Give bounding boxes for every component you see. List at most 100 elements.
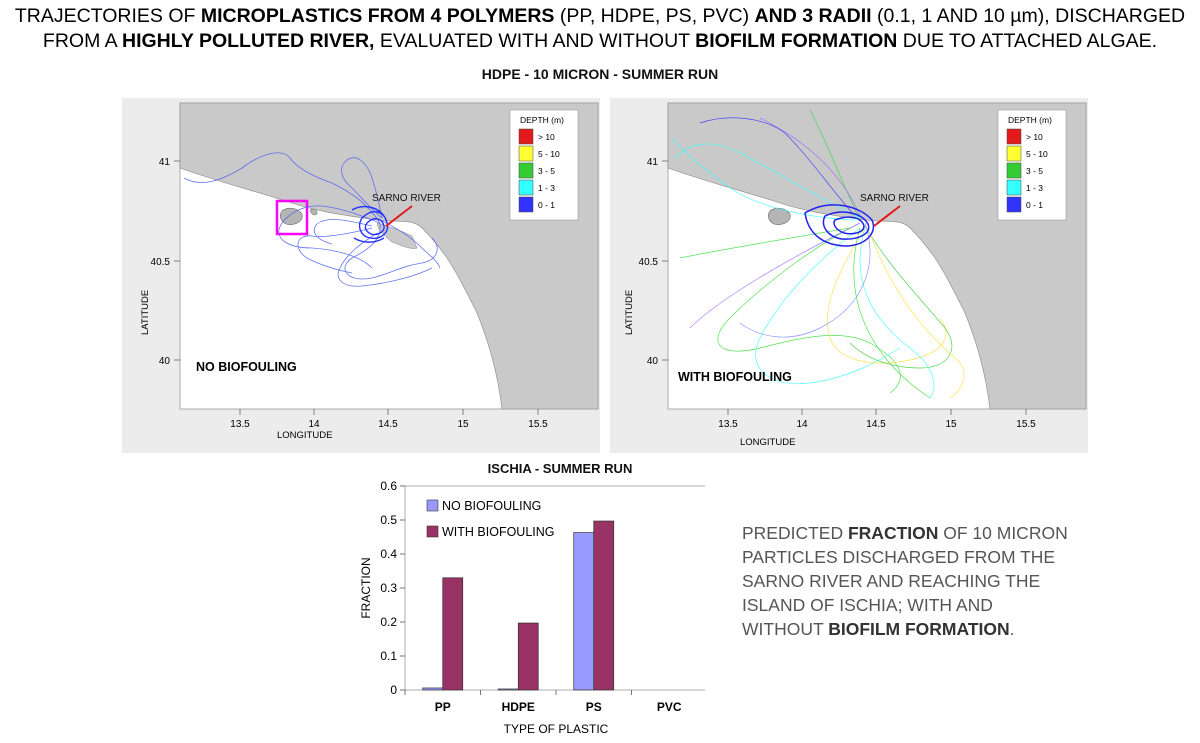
bar-no-biofouling — [497, 688, 519, 691]
x-tick-label: 15.5 — [1016, 419, 1036, 430]
bar-y-tick-label: 0.5 — [380, 513, 397, 527]
legend-label: > 10 — [1026, 132, 1043, 142]
x-tick-label: 14 — [308, 419, 320, 430]
y-axis-label: LATITUDE — [624, 290, 635, 335]
with-biofouling-label: WITH BIOFOULING — [678, 370, 792, 384]
coastline-land — [667, 102, 1087, 410]
bar-category-label: PP — [435, 700, 451, 714]
procida-island — [309, 208, 318, 216]
trajectory-dense-cluster — [804, 204, 875, 247]
map-with-biofouling-svg: SARNO RIVER DEPTH (m) > 10 5 - 10 3 - 5 1 -… — [610, 98, 1088, 453]
legend-label: 3 - 5 — [1026, 166, 1043, 176]
description-segment: . — [1009, 619, 1015, 639]
legend-label: 1 - 3 — [1026, 183, 1043, 193]
y-tick-label: 40.5 — [639, 257, 659, 268]
description-segment: OF 10 MICRON PARTICLES DISCHARGED FROM T… — [742, 523, 1068, 639]
legend-title: DEPTH (m) — [520, 115, 564, 125]
title-segment: (0.1, 1 AND 10 µm), DISCHARGED FROM A — [42, 5, 1186, 52]
legend-swatch — [518, 162, 534, 179]
x-tick-label: 14.5 — [378, 419, 398, 430]
x-axis-label: LONGITUDE — [277, 430, 332, 441]
bar-y-tick-label: 0.2 — [380, 615, 397, 629]
map-no-biofouling: SARNO RIVER DEPTH (m) > 10 5 - 10 3 - 5 1 -… — [122, 98, 600, 458]
legend-label: 0 - 1 — [538, 200, 555, 210]
bar-chart: 0 0.1 0.2 0.3 0.4 0.5 0.6 PP HDPE PS PVC NO BIOFO… — [359, 479, 705, 736]
river-pointer-line — [873, 205, 901, 227]
y-tick-label: 40 — [159, 356, 171, 367]
bar-category-label: PS — [586, 700, 602, 714]
legend-title: DEPTH (m) — [1008, 115, 1052, 125]
legend-swatch — [1006, 196, 1022, 213]
bar-y-tick-label: 0.4 — [380, 547, 397, 561]
title-segment: EVALUATED WITH AND WITHOUT — [374, 30, 696, 52]
legend-swatch — [518, 196, 534, 213]
legend-label: 5 - 10 — [1026, 149, 1048, 159]
description-segment: BIOFILM FORMATION — [828, 619, 1010, 639]
x-tick-label: 14 — [796, 419, 808, 430]
ischia-island — [768, 207, 791, 225]
legend-label: > 10 — [538, 132, 555, 142]
ischia-island — [280, 207, 303, 225]
river-label: SARNO RIVER — [860, 193, 929, 204]
y-tick-label: 41 — [647, 157, 659, 168]
title-segment: AND 3 RADII — [754, 5, 872, 27]
depth-legend: DEPTH (m) > 10 5 - 10 3 - 5 1 - 3 0 - 1 — [509, 109, 579, 221]
bar-category-label: PVC — [657, 700, 682, 714]
figure-title: TRAJECTORIES OF MICROPLASTICS FROM 4 POL… — [0, 4, 1200, 54]
title-segment: TRAJECTORIES OF — [14, 5, 201, 27]
legend-swatch — [518, 145, 534, 162]
bar-y-tick-label: 0.6 — [380, 479, 397, 493]
map-with-biofouling: SARNO RIVER DEPTH (m) > 10 5 - 10 3 - 5 1 -… — [610, 98, 1088, 458]
map-subtitle: HDPE - 10 MICRON - SUMMER RUN — [481, 66, 719, 82]
bar-chart-title: ISCHIA - SUMMER RUN — [487, 461, 633, 476]
x-axis-label: LONGITUDE — [740, 437, 795, 448]
trajectory-lines — [183, 152, 441, 287]
bar-no-biofouling — [422, 687, 444, 691]
trajectory-dense-cluster — [351, 205, 389, 243]
title-segment: MICROPLASTICS FROM 4 POLYMERS — [200, 5, 555, 27]
ischia-highlight-box — [275, 199, 309, 236]
bar-legend-label: NO BIOFOULING — [442, 499, 541, 513]
legend-swatch — [518, 128, 534, 145]
bar-legend-label: WITH BIOFOULING — [442, 525, 555, 539]
x-tick-label: 15.5 — [528, 419, 548, 430]
bar-no-biofouling — [573, 532, 595, 691]
bar-y-tick-label: 0.1 — [380, 649, 397, 663]
x-tick-label: 15 — [457, 419, 469, 430]
legend-swatch — [1006, 145, 1022, 162]
legend-swatch — [1006, 162, 1022, 179]
y-tick-label: 40 — [647, 356, 659, 367]
legend-swatch — [518, 179, 534, 196]
x-tick-label: 14.5 — [866, 419, 886, 430]
title-segment: (PP, HDPE, PS, PVC) — [554, 5, 755, 27]
bar-category-label: HDPE — [502, 700, 535, 714]
x-tick-label: 13.5 — [230, 419, 250, 430]
legend-label: 3 - 5 — [538, 166, 555, 176]
title-segment: HIGHLY POLLUTED RIVER, — [122, 30, 375, 52]
river-label: SARNO RIVER — [372, 193, 441, 204]
depth-legend: DEPTH (m) > 10 5 - 10 3 - 5 1 - 3 0 - 1 — [997, 109, 1067, 221]
bar-y-tick-label: 0.3 — [380, 581, 397, 595]
y-tick-label: 41 — [159, 157, 171, 168]
legend-label: 1 - 3 — [538, 183, 555, 193]
bar-with-biofouling — [593, 520, 615, 691]
x-tick-label: 13.5 — [718, 419, 738, 430]
x-tick-label: 15 — [945, 419, 957, 430]
chart-description: PREDICTED FRACTION OF 10 MICRON PARTICLE… — [742, 521, 1072, 641]
river-pointer-line — [385, 205, 413, 227]
bar-with-biofouling — [517, 622, 539, 691]
bar-with-biofouling — [442, 577, 464, 691]
bar-y-axis-label: FRACTION — [359, 557, 373, 618]
bar-y-tick-label: 0 — [390, 683, 397, 697]
description-segment: FRACTION — [847, 523, 939, 543]
description-segment: PREDICTED — [742, 523, 848, 543]
legend-swatch — [1006, 179, 1022, 196]
map-no-biofouling-svg: SARNO RIVER DEPTH (m) > 10 5 - 10 3 - 5 1 -… — [122, 98, 600, 453]
bar-x-axis-label: TYPE OF PLASTIC — [504, 722, 609, 736]
legend-label: 0 - 1 — [1026, 200, 1043, 210]
title-segment: DUE TO ATTACHED ALGAE. — [897, 30, 1158, 52]
legend-label: 5 - 10 — [538, 149, 560, 159]
no-biofouling-label: NO BIOFOULING — [196, 360, 297, 374]
legend-swatch — [1006, 128, 1022, 145]
trajectory-lines — [671, 109, 965, 399]
